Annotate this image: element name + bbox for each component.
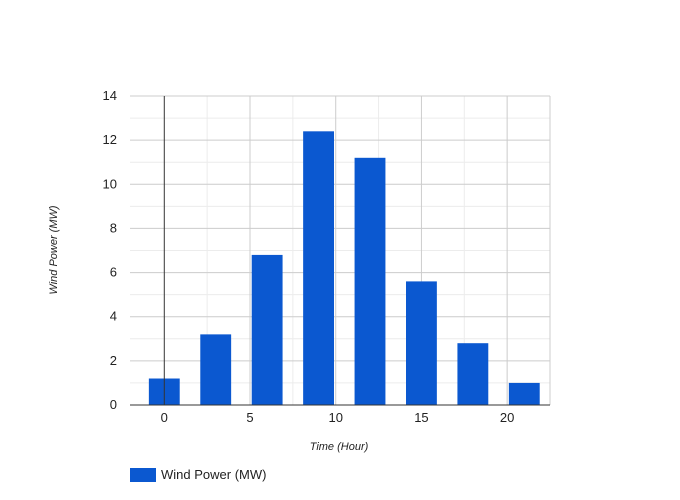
legend-label: Wind Power (MW) (161, 467, 267, 482)
x-tick-label: 10 (328, 410, 342, 425)
bar (354, 157, 386, 405)
legend-swatch (130, 467, 156, 482)
legend[interactable]: Wind Power (MW) (130, 467, 266, 482)
y-tick-label: 10 (103, 176, 117, 191)
y-tick-label: 0 (110, 397, 117, 412)
bar (508, 382, 540, 405)
y-tick-label: 4 (110, 309, 117, 324)
x-tick-label: 15 (414, 410, 428, 425)
y-tick-label: 6 (110, 265, 117, 280)
x-axis-title: Time (Hour) (310, 441, 369, 453)
axes (130, 96, 550, 406)
y-tick-label: 14 (103, 88, 117, 103)
y-tick-label: 12 (103, 132, 117, 147)
bar (200, 334, 232, 405)
bars (148, 131, 540, 406)
x-tick-label: 20 (500, 410, 514, 425)
tick-labels: 0 2 4 6 8 10 12 14 0 5 10 15 20 (103, 88, 515, 425)
y-axis-title: Wind Power (MW) (48, 205, 60, 294)
bar (303, 131, 334, 406)
bar (406, 281, 437, 405)
y-tick-label: 2 (110, 353, 117, 368)
x-tick-label: 5 (246, 410, 253, 425)
y-tick-label: 8 (110, 220, 117, 235)
bar (251, 254, 283, 405)
gridlines (130, 95, 551, 405)
x-tick-label: 0 (161, 410, 168, 425)
bar (457, 343, 489, 405)
